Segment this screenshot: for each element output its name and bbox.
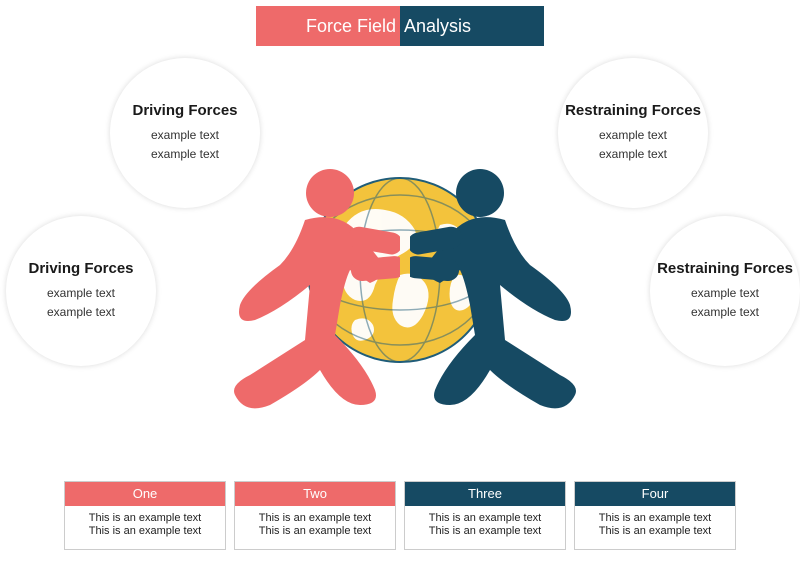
title-bar: Force Field Analysis bbox=[256, 6, 544, 46]
box-line: This is an example text bbox=[585, 512, 725, 526]
summary-boxes: One This is an example text This is an e… bbox=[64, 481, 736, 551]
pushing-figure-left-icon bbox=[210, 165, 400, 410]
circle-text: example text bbox=[691, 303, 759, 322]
box-body: This is an example text This is an examp… bbox=[405, 506, 565, 550]
box-three: Three This is an example text This is an… bbox=[404, 481, 566, 551]
box-body: This is an example text This is an examp… bbox=[65, 506, 225, 550]
box-line: This is an example text bbox=[585, 525, 725, 539]
circle-title: Restraining Forces bbox=[565, 102, 701, 120]
box-body: This is an example text This is an examp… bbox=[575, 506, 735, 550]
box-line: This is an example text bbox=[75, 512, 215, 526]
circle-driving-bottom: Driving Forces example text example text bbox=[6, 216, 156, 366]
box-line: This is an example text bbox=[245, 512, 385, 526]
box-body: This is an example text This is an examp… bbox=[235, 506, 395, 550]
circle-title: Driving Forces bbox=[28, 260, 133, 278]
box-line: This is an example text bbox=[245, 525, 385, 539]
box-line: This is an example text bbox=[415, 525, 555, 539]
box-line: This is an example text bbox=[415, 512, 555, 526]
circle-text: example text bbox=[47, 284, 115, 303]
circle-text: example text bbox=[151, 126, 219, 145]
circle-restraining-bottom: Restraining Forces example text example … bbox=[650, 216, 800, 366]
box-header: Two bbox=[235, 482, 395, 506]
circle-text: example text bbox=[47, 303, 115, 322]
pushing-figure-right-icon bbox=[410, 165, 600, 410]
box-header: One bbox=[65, 482, 225, 506]
circle-text: example text bbox=[691, 284, 759, 303]
circle-title: Restraining Forces bbox=[657, 260, 793, 278]
title-left: Force Field bbox=[256, 6, 400, 46]
circle-text: example text bbox=[151, 145, 219, 164]
box-four: Four This is an example text This is an … bbox=[574, 481, 736, 551]
circle-title: Driving Forces bbox=[132, 102, 237, 120]
box-two: Two This is an example text This is an e… bbox=[234, 481, 396, 551]
title-right: Analysis bbox=[400, 6, 544, 46]
circle-text: example text bbox=[599, 145, 667, 164]
box-line: This is an example text bbox=[75, 525, 215, 539]
box-header: Three bbox=[405, 482, 565, 506]
box-header: Four bbox=[575, 482, 735, 506]
circle-text: example text bbox=[599, 126, 667, 145]
box-one: One This is an example text This is an e… bbox=[64, 481, 226, 551]
